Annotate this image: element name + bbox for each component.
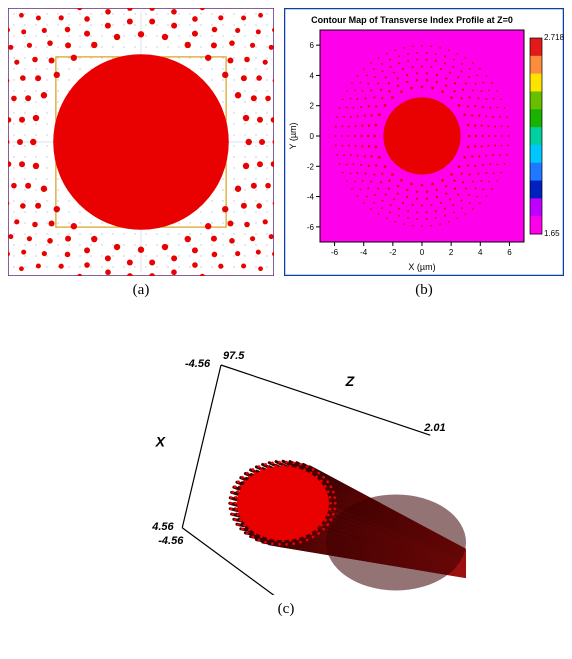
svg-text:2.71857: 2.71857 [544,33,564,42]
svg-text:4: 4 [478,248,483,257]
panel-a: (a) [8,8,274,299]
svg-text:Z: Z [345,373,355,389]
svg-text:2: 2 [310,102,315,111]
panel-c-caption: (c) [278,601,295,618]
svg-text:4.56: 4.56 [151,521,174,533]
svg-text:2: 2 [449,248,454,257]
panel-c-figure: 97.52.01Z-4.564.56X-4.564.56Y [106,305,466,595]
svg-text:Contour Map of Transverse Inde: Contour Map of Transverse Index Profile … [311,15,513,25]
svg-text:X (µm): X (µm) [408,262,435,272]
svg-text:-4.56: -4.56 [158,535,184,547]
svg-text:-6: -6 [331,248,339,257]
svg-text:Y: Y [232,591,243,595]
svg-text:-4: -4 [307,193,315,202]
svg-text:4: 4 [310,71,315,80]
svg-text:0: 0 [310,132,315,141]
panel-a-caption: (a) [133,282,150,299]
svg-text:-2: -2 [307,162,315,171]
svg-text:X: X [155,433,167,449]
svg-text:2.01: 2.01 [423,422,445,434]
svg-text:-6: -6 [307,223,315,232]
svg-text:1.65: 1.65 [544,229,560,238]
panel-c: 97.52.01Z-4.564.56X-4.564.56Y (c) [8,305,564,618]
svg-text:-2: -2 [389,248,397,257]
svg-text:97.5: 97.5 [223,350,245,362]
panel-b: Contour Map of Transverse Index Profile … [284,8,564,299]
svg-text:0: 0 [420,248,425,257]
panel-b-figure: Contour Map of Transverse Index Profile … [284,8,564,276]
svg-text:Y (µm): Y (µm) [288,122,298,149]
svg-text:6: 6 [507,248,512,257]
svg-text:-4.56: -4.56 [185,358,211,370]
panel-a-figure [8,8,274,276]
svg-text:-4: -4 [360,248,368,257]
svg-text:6: 6 [310,41,315,50]
panel-b-caption: (b) [415,282,433,299]
